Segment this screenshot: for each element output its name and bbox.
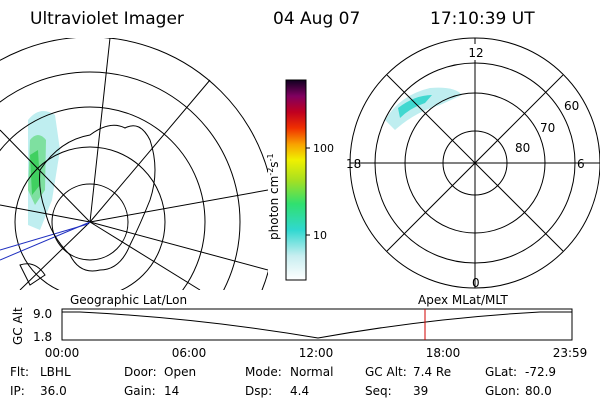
info-label: GLon: <box>485 384 520 398</box>
time-label: 23:59 <box>553 346 588 360</box>
colorbar-tick-label: 100 <box>313 142 334 155</box>
time: 17:10:39 UT <box>430 9 535 29</box>
caption: Apex MLat/MLT <box>418 293 508 307</box>
info-label: IP: <box>10 384 25 398</box>
info-value: 80.0 <box>525 384 552 398</box>
mlat-label: 60 <box>564 99 579 113</box>
y-label: 9.0 <box>33 307 52 321</box>
mlt-label: 6 <box>577 157 585 171</box>
info-value: 36.0 <box>40 384 67 398</box>
label-bg <box>468 44 484 60</box>
info-label: Door: <box>124 365 157 379</box>
axis-label: GC Alt <box>11 307 25 345</box>
info-value: -72.9 <box>525 365 556 379</box>
info-label: Mode: <box>245 365 282 379</box>
info-value: 39 <box>413 384 428 398</box>
instrument: Ultraviolet Imager <box>30 9 184 29</box>
time-label: 18:00 <box>426 346 461 360</box>
mlt-label: 18 <box>346 157 361 171</box>
info-value: LBHL <box>40 365 71 379</box>
colorbar-unit: photon cm-2s-1 <box>266 153 281 240</box>
caption: Geographic Lat/Lon <box>70 293 187 307</box>
mlat-label: 80 <box>515 141 530 155</box>
date: 04 Aug 07 <box>273 9 360 29</box>
mlat-label: 70 <box>540 121 555 135</box>
colorbar-tick-label: 10 <box>313 229 327 242</box>
info-label: Seq: <box>365 384 392 398</box>
altitude-curve <box>62 311 572 339</box>
info-label: GLat: <box>485 365 517 379</box>
time-label: 06:00 <box>172 346 207 360</box>
unit-part: -2 <box>266 168 275 176</box>
altitude-frame <box>61 308 573 341</box>
time-label: 12:00 <box>299 346 334 360</box>
info-value: 14 <box>164 384 179 398</box>
polar-plot <box>349 37 600 289</box>
time-label: 00:00 <box>45 346 80 360</box>
info-value: Open <box>164 365 196 379</box>
info-value: 7.4 Re <box>413 365 451 379</box>
info-panel: Flt: LBHL Door: Open Mode: Normal GC Alt: 7.4 R… <box>10 365 556 398</box>
geo-map <box>0 38 268 290</box>
y-label: 1.8 <box>33 330 52 344</box>
colorbar <box>285 79 307 281</box>
mlt-label: 12 <box>468 46 483 60</box>
info-label: Dsp: <box>245 384 272 398</box>
info-label: Flt: <box>10 365 29 379</box>
unit-part: s <box>267 161 281 167</box>
unit-part: -1 <box>266 153 275 161</box>
info-value: 4.4 <box>290 384 309 398</box>
mlt-label: 0 <box>472 276 480 290</box>
unit-part: photon cm <box>267 176 281 240</box>
info-label: GC Alt: <box>365 365 407 379</box>
info-value: Normal <box>290 365 333 379</box>
info-label: Gain: <box>124 384 156 398</box>
